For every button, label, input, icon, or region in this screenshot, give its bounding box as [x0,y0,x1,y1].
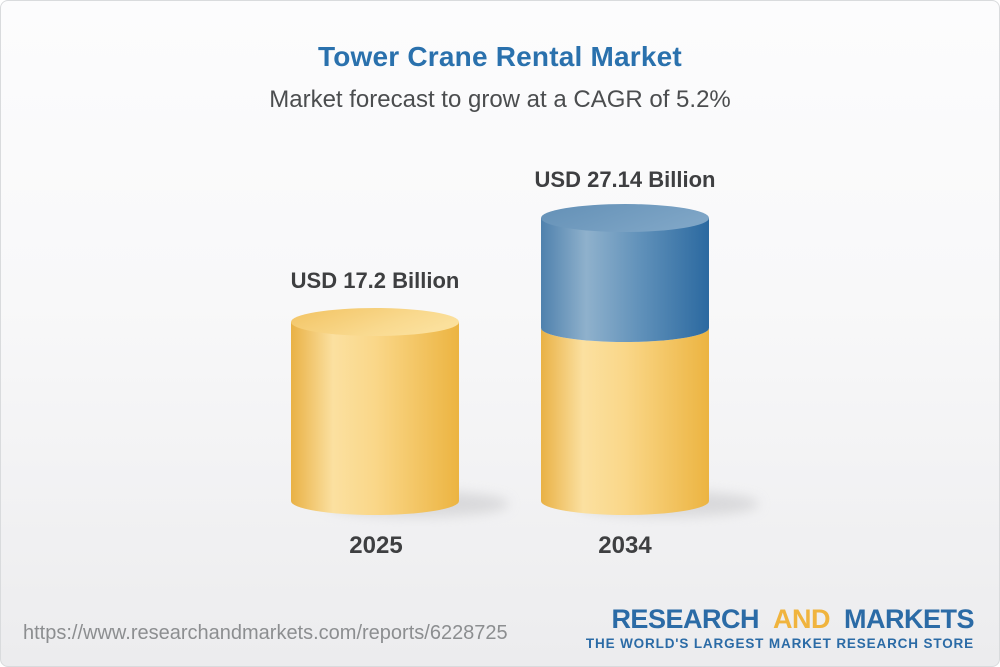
value-label-2034: USD 27.14 Billion [534,167,716,192]
research-and-markets-logo: RESEARCH AND MARKETS THE WORLD'S LARGEST… [585,603,975,651]
value-label-2025: USD 17.2 Billion [290,268,460,293]
logo-word-research: RESEARCH [611,603,759,634]
bar-2034-base-segment [541,328,709,515]
logo-word-markets: MARKETS [844,603,975,634]
logo-wordmark: RESEARCH AND MARKETS [586,603,975,634]
bar-2034-cylinder [541,204,709,515]
logo-tagline: THE WORLD'S LARGEST MARKET RESEARCH STOR… [585,635,974,651]
bar-2034-growth-segment [541,218,709,342]
year-label-2034: 2034 [598,532,652,559]
report-url: https://www.researchandmarkets.com/repor… [23,622,508,644]
year-label-2025: 2025 [349,532,403,559]
chart-title: Tower Crane Rental Market [318,41,682,72]
bar-2025-cylinder [291,308,459,515]
logo-word-and: AND [772,603,831,634]
chart-subtitle: Market forecast to grow at a CAGR of 5.2… [269,86,731,113]
